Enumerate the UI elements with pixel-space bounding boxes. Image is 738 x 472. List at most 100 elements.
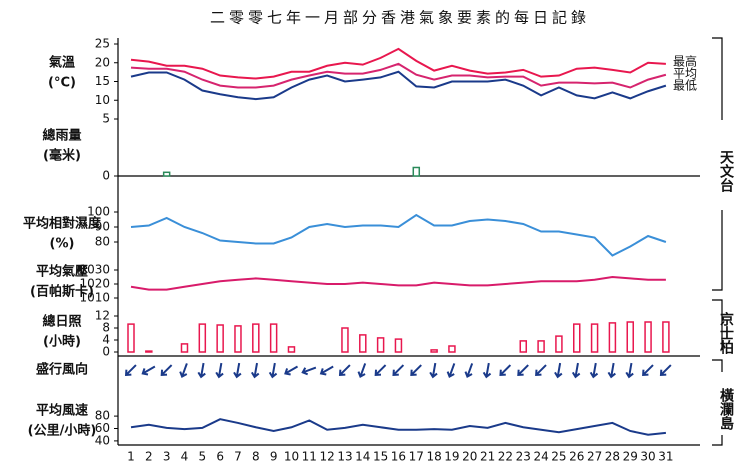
wind-arrow	[284, 365, 299, 376]
wind-arrow	[554, 362, 563, 379]
panel-label: 總雨量	[42, 128, 81, 144]
y-tick-label: 80	[95, 235, 110, 249]
bar	[608, 322, 617, 353]
x-tick-label: 18	[426, 450, 441, 464]
x-tick-label: 19	[444, 450, 459, 464]
legend-label: 最低	[673, 79, 697, 93]
bar	[394, 338, 403, 353]
y-tick-label: 1010	[79, 291, 110, 305]
panel-label: (百帕斯卡)	[30, 284, 94, 300]
bar	[252, 323, 260, 353]
x-tick-label: 9	[270, 450, 278, 464]
bar	[537, 340, 545, 353]
x-tick-label: 5	[198, 450, 206, 464]
y-tick-label: 4	[102, 333, 110, 347]
bar	[662, 321, 670, 353]
wind-arrow	[446, 363, 456, 379]
x-tick-label: 30	[640, 450, 655, 464]
x-tick-label: 1	[127, 450, 135, 464]
x-tick-label: 13	[337, 450, 352, 464]
x-tick-label: 29	[623, 450, 638, 464]
y-tick-label: 12	[95, 309, 110, 323]
bar	[180, 343, 189, 353]
bar	[430, 349, 438, 353]
x-tick-label: 25	[551, 450, 566, 464]
panel-label: 總日照	[42, 314, 81, 330]
y-tick-label: 90	[95, 220, 110, 234]
wind-arrow	[374, 364, 387, 377]
wind-arrow	[482, 362, 492, 379]
x-tick-label: 15	[373, 450, 388, 464]
station-label: 橫瀾島	[718, 387, 734, 431]
frame	[117, 37, 723, 446]
bar	[626, 321, 634, 353]
panel-label: 盛行風向	[36, 362, 88, 378]
y-tick-label: 100	[87, 205, 110, 219]
y-tick-label: 10	[95, 93, 110, 107]
wind-arrow	[464, 363, 474, 379]
y-tick-label: 0	[102, 345, 110, 359]
y-tick-label: 1030	[79, 263, 110, 277]
station-label: 京士柏	[718, 311, 734, 355]
bar	[376, 337, 385, 353]
y-tick-label: 15	[95, 74, 110, 88]
panel-label: (°C)	[48, 76, 76, 91]
bar	[198, 323, 207, 353]
line	[130, 418, 667, 436]
bar	[519, 340, 528, 353]
bar	[216, 324, 224, 353]
station-label: 天文台	[718, 150, 734, 193]
wind-arrow	[659, 364, 672, 377]
bar	[269, 323, 278, 353]
bar	[573, 323, 581, 353]
x-tick-label: 17	[409, 450, 424, 464]
panel-label: 平均氣壓	[36, 264, 88, 280]
panel-label: 平均相對濕度	[23, 216, 102, 232]
wind-arrow	[625, 362, 634, 379]
x-tick-label: 28	[605, 450, 620, 464]
line	[130, 62, 667, 89]
y-tick-label: 20	[95, 55, 110, 69]
bar	[234, 325, 242, 353]
x-tick-label: 21	[480, 450, 495, 464]
wind-arrow	[535, 364, 547, 377]
bar	[127, 323, 135, 353]
wind-arrow	[319, 365, 334, 376]
y-tick-label: 40	[95, 433, 110, 447]
station-label: 京士柏	[718, 311, 734, 355]
x-tick-label: 6	[216, 450, 224, 464]
panel-label: (公里/小時)	[28, 423, 97, 439]
wind-arrow	[160, 364, 173, 377]
x-tick-label: 10	[284, 450, 299, 464]
wind-arrow	[215, 362, 224, 379]
bar	[341, 327, 349, 353]
chart-title: 二零零七年一月部分香港氣象要素的每日記錄	[210, 9, 590, 27]
panel-label: 平均風速	[36, 403, 88, 419]
wind-arrow	[301, 366, 317, 376]
wind-arrow	[642, 364, 654, 377]
y-tick-label: 25	[95, 37, 110, 51]
bar	[448, 345, 456, 353]
wind-arrow	[571, 362, 581, 379]
bar	[590, 323, 599, 353]
wind-arrow	[250, 362, 260, 379]
wind-arrow	[233, 362, 242, 379]
panel-label: (小時)	[43, 334, 81, 350]
wind-arrow	[268, 362, 278, 379]
bar	[287, 346, 296, 353]
wind-arrow	[179, 363, 188, 379]
x-tick-label: 31	[658, 450, 673, 464]
x-tick-label: 12	[319, 450, 334, 464]
y-tick-label: 80	[95, 409, 110, 423]
panel-label: 氣溫	[49, 55, 75, 71]
legend-label: 平均	[673, 67, 697, 81]
line	[130, 213, 667, 257]
wind-arrow	[517, 364, 529, 377]
bar	[162, 171, 171, 177]
panel-label: (毫米)	[43, 148, 81, 164]
x-tick-label: 20	[462, 450, 477, 464]
x-tick-label: 27	[587, 450, 602, 464]
x-tick-label: 8	[252, 450, 260, 464]
legend-label: 最高	[673, 54, 697, 69]
